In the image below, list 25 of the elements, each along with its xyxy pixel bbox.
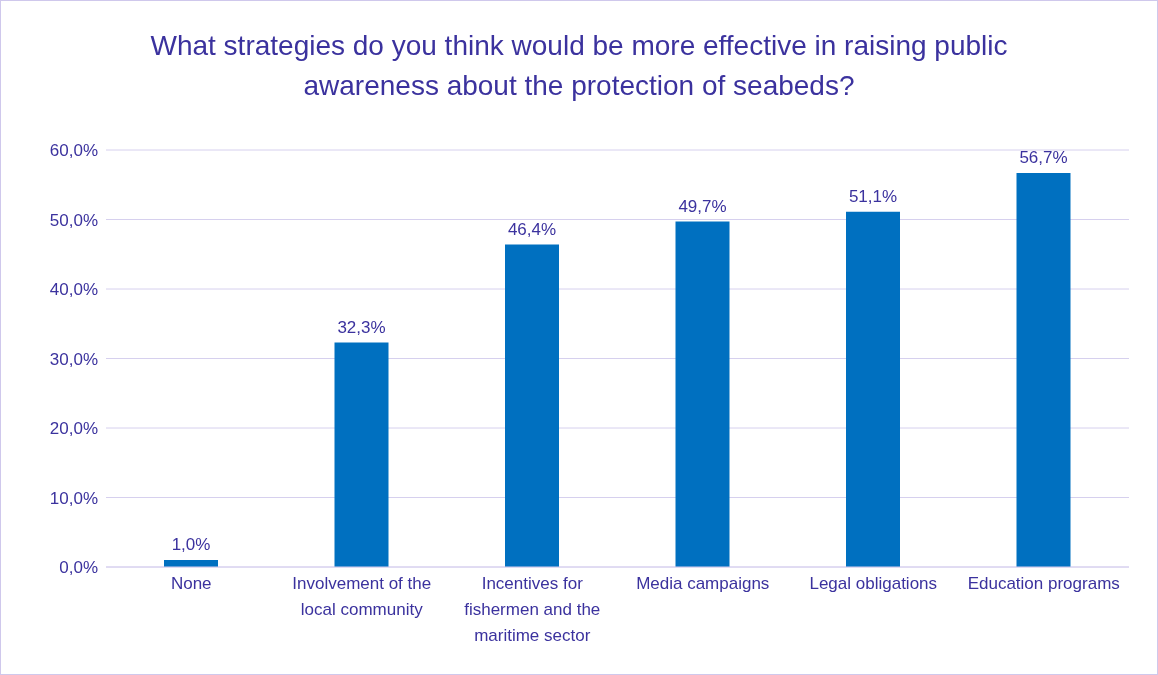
- data-label: 56,7%: [1019, 147, 1068, 167]
- data-label: 32,3%: [337, 317, 386, 337]
- y-tick-label: 40,0%: [49, 280, 98, 300]
- y-tick-label: 50,0%: [49, 210, 98, 230]
- y-tick-label: 60,0%: [49, 141, 98, 161]
- y-tick-label: 10,0%: [49, 488, 98, 508]
- y-tick-label: 30,0%: [49, 349, 98, 369]
- data-label: 51,1%: [848, 186, 898, 206]
- bar: [1016, 172, 1071, 567]
- x-tick-label: Education programs: [967, 574, 1120, 593]
- chart-title: What strategies do you think would be more effective in raising public awareness about the protection of seabeds?: [149, 29, 1009, 103]
- bar: [505, 244, 559, 567]
- data-label: 49,7%: [678, 196, 727, 216]
- x-tick-label: Media campaigns: [636, 574, 770, 593]
- data-label: 46,4%: [507, 219, 557, 239]
- bar: [846, 211, 900, 567]
- data-label: 1,0%: [171, 535, 211, 555]
- x-tick-label: Legal obligations: [809, 574, 938, 593]
- bar: [334, 342, 389, 567]
- x-tick-label: None: [170, 574, 212, 593]
- y-tick-label: 0,0%: [59, 558, 98, 578]
- bar: [675, 221, 730, 567]
- x-tick-label: Involvement of the local community: [292, 574, 432, 619]
- y-tick-label: 20,0%: [49, 419, 98, 439]
- x-tick-label: Incentives for fishermen and the maritime sector: [464, 574, 601, 645]
